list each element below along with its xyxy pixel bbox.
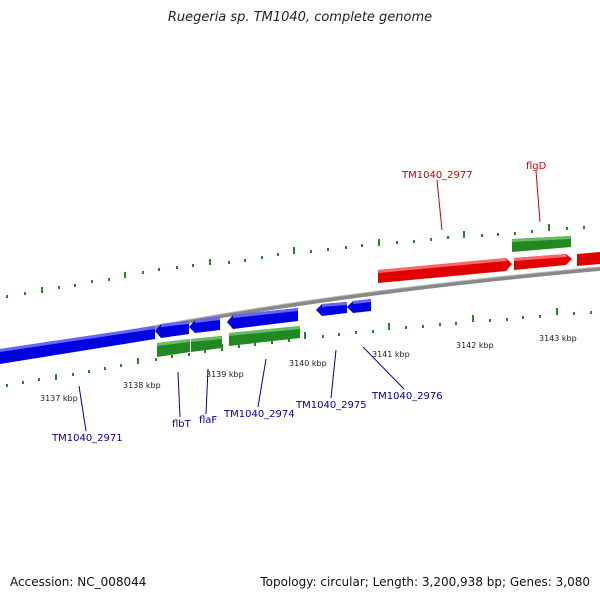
label-connectors — [78, 170, 541, 432]
genome-summary-text: Topology: circular; Length: 3,200,938 bp… — [260, 575, 590, 589]
forward-genes — [378, 252, 600, 283]
gene-label-tm1040-2977: TM1040_2977 — [401, 170, 473, 181]
map-title: Ruegeria sp. TM1040, complete genome — [167, 10, 433, 25]
gene-tm1040-2977 — [378, 258, 512, 283]
lower-tick-track — [6, 308, 592, 387]
scale-label: 3140 kbp — [289, 359, 327, 368]
gene-label-flaF: flaF — [199, 415, 217, 426]
connector-flgD — [535, 170, 541, 223]
connector-tm1040-2975 — [330, 349, 337, 399]
scale-label: 3142 kbp — [456, 341, 494, 350]
gene-labels: TM1040_2977 flgD TM1040_2971 flbT flaF T… — [51, 161, 547, 444]
connector-tm1040-2977 — [436, 179, 443, 231]
gene-label-tm1040-2971: TM1040_2971 — [51, 433, 123, 444]
gene-forward-edge — [577, 252, 600, 266]
connector-flaF — [205, 368, 209, 415]
gene-label-flgD: flgD — [526, 161, 547, 172]
scale-label: 3138 kbp — [123, 381, 161, 390]
scale-labels: 3137 kbp 3138 kbp 3139 kbp 3140 kbp 3141… — [40, 334, 577, 403]
accession-text: Accession: NC_008044 — [10, 575, 147, 589]
reverse-genes — [0, 299, 371, 364]
gene-label-tm1040-2975: TM1040_2975 — [295, 400, 367, 411]
rna-features — [157, 236, 571, 357]
scale-label: 3139 kbp — [206, 370, 244, 379]
upper-tick-track — [6, 224, 585, 298]
scale-label: 3141 kbp — [372, 350, 410, 359]
connector-tm1040-2974 — [257, 358, 267, 408]
connector-tm1040-2971 — [78, 385, 87, 432]
gene-label-tm1040-2974: TM1040_2974 — [223, 409, 295, 420]
gene-label-tm1040-2976: TM1040_2976 — [371, 391, 443, 402]
scale-label: 3137 kbp — [40, 394, 78, 403]
gene-label-flbT: flbT — [172, 419, 192, 430]
scale-label: 3143 kbp — [539, 334, 577, 343]
gene-tm1040-2974 — [227, 308, 298, 329]
feature-tm1040-2974-rna — [229, 326, 300, 346]
connector-tm1040-2976 — [362, 346, 405, 390]
connector-flbT — [177, 371, 181, 418]
gene-tm1040-2971 — [0, 326, 155, 364]
